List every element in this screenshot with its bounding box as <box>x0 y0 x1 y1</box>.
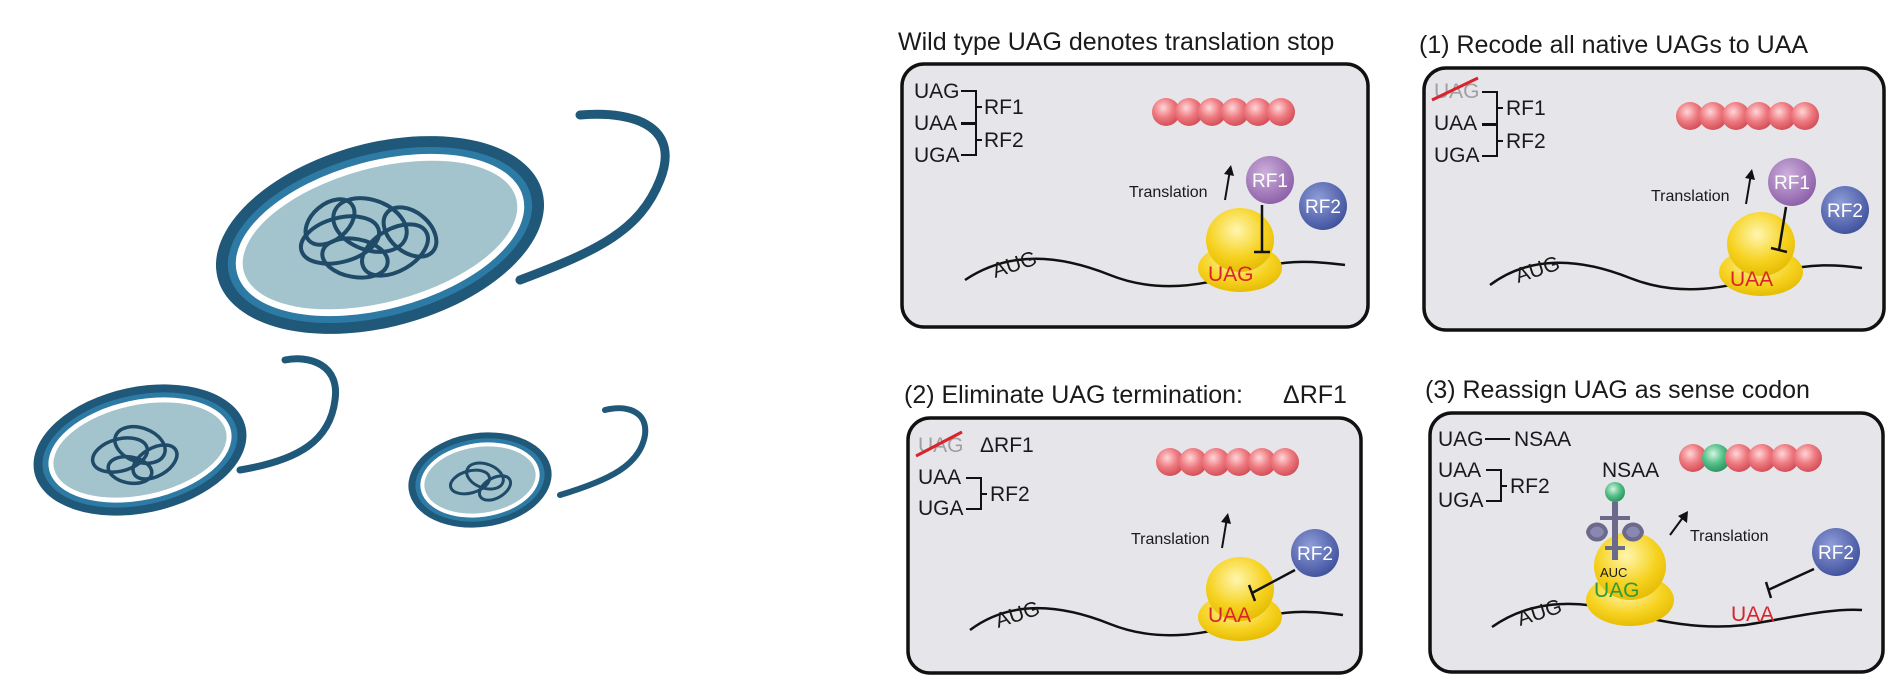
rf2-factor-label-1: RF2 <box>1305 197 1341 218</box>
rf2-label-2: RF2 <box>1506 130 1546 153</box>
translation-arrow-4 <box>1669 515 1685 536</box>
mrna-2 <box>1489 261 1863 291</box>
rf2-binding-3 <box>1247 568 1296 602</box>
nsaa-bead-incorporated <box>1702 444 1730 472</box>
panel-1-title: Wild type UAG denotes translation stop <box>898 28 1334 56</box>
rf1-binding-2 <box>1770 206 1788 254</box>
stop-codon-4: UAA <box>1731 603 1774 626</box>
mrna-4 <box>1491 602 1863 629</box>
stop-codon-2: UAA <box>1730 268 1773 291</box>
peptide-chain-2 <box>1676 102 1819 130</box>
panel-reassign: (3) Reassign UAG as sense codon UAG NSAA… <box>1425 376 1885 674</box>
codon-bracket-4: UAG NSAA UAA UGA RF2 <box>1438 428 1571 512</box>
nsaa-label-trna: NSAA <box>1602 459 1659 482</box>
translation-label-1: Translation <box>1129 184 1208 201</box>
anticodon-label: AUC <box>1600 565 1627 580</box>
rf1-binding-1 <box>1254 205 1270 254</box>
panel-eliminate: (2) Eliminate UAG termination: ΔRF1 UAG … <box>904 381 1363 675</box>
rf2-factor-4 <box>1812 528 1860 576</box>
nsaa-label-top: NSAA <box>1514 428 1571 451</box>
rf1-factor-1 <box>1246 156 1294 204</box>
nucleoid-large <box>298 196 439 280</box>
nsaa-on-trna <box>1605 482 1625 502</box>
rf2-factor-1 <box>1299 182 1347 230</box>
translation-label-2: Translation <box>1651 188 1730 205</box>
translation-label-3: Translation <box>1131 531 1210 548</box>
rf1-label-2: RF1 <box>1506 97 1546 120</box>
translation-label-4: Translation <box>1690 528 1769 545</box>
panel-4-title: (3) Reassign UAG as sense codon <box>1425 376 1810 404</box>
codon-uaa-3: UAA <box>918 466 961 489</box>
rf2-label-3: RF2 <box>990 483 1030 506</box>
rf2-label-4: RF2 <box>1510 475 1550 498</box>
nucleoid-small-left <box>90 424 179 486</box>
rf2-factor-2 <box>1821 186 1869 234</box>
rf2-label: RF2 <box>984 129 1024 152</box>
rf1-label: RF1 <box>984 96 1024 119</box>
rf1-factor-2 <box>1768 158 1816 206</box>
panel-recode: (1) Recode all native UAGs to UAA UAG UA… <box>1419 31 1886 332</box>
bacteria-illustration <box>33 109 670 528</box>
codon-uaa: UAA <box>914 112 957 135</box>
codon-bracket-1: UAG UAA UGA RF1 RF2 <box>914 80 1024 167</box>
codon-uag-deleted-3: UAG <box>918 434 964 457</box>
panel-2-title: (1) Recode all native UAGs to UAA <box>1419 31 1808 59</box>
mrna-1 <box>964 257 1346 288</box>
codon-uga-3: UGA <box>918 497 964 520</box>
panel-wild-type: Wild type UAG denotes translation stop U… <box>898 28 1370 329</box>
panel-3-title-right: ΔRF1 <box>1283 381 1347 409</box>
flagellum-small-left <box>236 355 339 474</box>
peptide-chain-3 <box>1156 448 1299 476</box>
panel-4-box <box>1428 411 1885 674</box>
rf1-factor-label-1: RF1 <box>1252 171 1288 192</box>
rf2-factor-3 <box>1291 529 1339 577</box>
codon-uaa-2: UAA <box>1434 112 1477 135</box>
codon-uaa-4: UAA <box>1438 459 1481 482</box>
strike-uag-3 <box>915 430 963 458</box>
mrna-3 <box>969 607 1344 637</box>
codon-uag-4: UAG <box>1438 428 1484 451</box>
flagellum-large <box>515 109 670 285</box>
codon-uag: UAG <box>914 80 960 103</box>
rf2-factor-label-2: RF2 <box>1827 201 1863 222</box>
nucleoid-small-right <box>448 461 513 502</box>
rf2-factor-label-4: RF2 <box>1818 543 1854 564</box>
codon-uga-2: UGA <box>1434 144 1480 167</box>
ribosome-small-1 <box>1206 208 1274 272</box>
rf2-factor-label-3: RF2 <box>1297 544 1333 565</box>
codon-uga-4: UGA <box>1438 489 1484 512</box>
bacterium-small-right <box>408 405 649 528</box>
delta-rf1-label: ΔRF1 <box>980 434 1034 457</box>
stop-codon-1: UAG <box>1208 263 1254 286</box>
codon-bracket-2: UAG UAA UGA RF1 RF2 <box>1431 76 1546 167</box>
panel-3-title: (2) Eliminate UAG termination: <box>904 381 1243 409</box>
ribosome-small-3 <box>1206 557 1274 621</box>
stop-codon-3: UAA <box>1208 604 1251 627</box>
rf1-factor-label-2: RF1 <box>1774 173 1810 194</box>
rf2-binding-4 <box>1764 567 1815 599</box>
codon-uag-deleted: UAG <box>1434 80 1480 103</box>
ribosome-small-2 <box>1727 212 1795 276</box>
peptide-chain-1 <box>1152 98 1295 126</box>
bacterium-small-left <box>33 355 339 516</box>
sense-codon-label: UAG <box>1594 579 1640 602</box>
strike-uag-2 <box>1431 76 1479 102</box>
flagellum-small-right <box>557 405 649 498</box>
bacterium-large <box>215 109 670 334</box>
peptide-chain-4 <box>1679 444 1822 472</box>
codon-bracket-3: UAG ΔRF1 UAA UGA RF2 <box>915 430 1034 520</box>
codon-uga: UGA <box>914 144 960 167</box>
trna-4 <box>1585 482 1645 560</box>
